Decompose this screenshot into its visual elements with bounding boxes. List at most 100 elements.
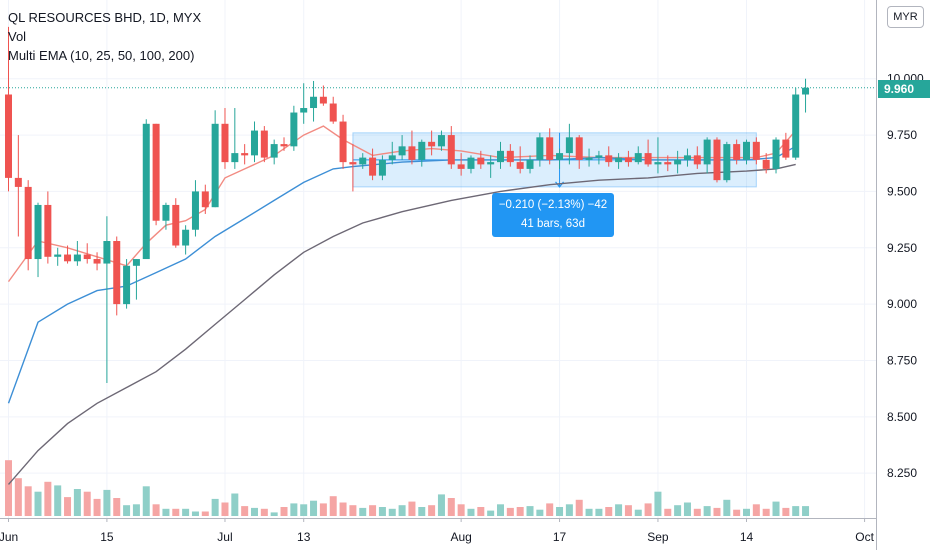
candle [575, 135, 583, 169]
candle [260, 126, 268, 163]
candle [447, 126, 455, 169]
volume-bar [73, 489, 81, 516]
candle [752, 137, 760, 165]
candle [34, 202, 42, 278]
volume-bar [359, 507, 367, 516]
candle [103, 216, 111, 384]
volume-bar [251, 507, 258, 516]
candle [664, 155, 672, 172]
volume-bar [418, 507, 426, 516]
candle [477, 150, 485, 169]
candle [172, 198, 180, 248]
candle [349, 144, 357, 192]
volume-bar [201, 511, 209, 516]
volume-bar [408, 501, 416, 516]
volume-bar [123, 505, 131, 516]
volume-bar [339, 502, 347, 516]
x-tick-label: Oct [855, 530, 874, 544]
x-tick-label: Jun [0, 530, 18, 544]
candle [182, 225, 190, 255]
candle [733, 139, 741, 165]
volume-bar [241, 506, 249, 516]
volume-bar [585, 508, 593, 516]
candle [526, 155, 534, 174]
symbol-title[interactable]: QL RESOURCES BHD, 1D, MYX [8, 10, 202, 25]
volume-bar [428, 505, 436, 516]
candle [506, 144, 514, 167]
volume-bar [516, 507, 524, 516]
candle [319, 85, 327, 106]
candle [300, 83, 308, 124]
candle [723, 141, 731, 183]
x-tick-label: 13 [297, 530, 311, 544]
volume-bar [290, 503, 298, 516]
currency-button[interactable]: MYR [887, 6, 924, 28]
candle [536, 132, 544, 167]
candle [467, 155, 475, 174]
volume-bar [369, 505, 377, 516]
x-tick-label: Sep [647, 530, 669, 544]
candle [585, 148, 593, 167]
measure-change-text: −0.210 (−2.13%) −42 [498, 199, 608, 211]
ema-indicator-label[interactable]: Multi EMA (10, 25, 50, 100, 200) [8, 48, 195, 63]
volume-bar [693, 508, 701, 516]
candle [329, 96, 337, 124]
candle [743, 139, 750, 165]
volume-bar [113, 498, 121, 516]
volume-bar [388, 508, 396, 516]
volume-bar [615, 504, 623, 516]
volume-bar [556, 507, 564, 516]
volume-bar [64, 497, 72, 516]
candle [792, 87, 800, 160]
volume-bar [93, 498, 101, 516]
volume-bar [802, 506, 810, 516]
candle [418, 139, 426, 167]
volume-bar [644, 503, 652, 516]
volume-bar [24, 486, 32, 516]
y-tick-label: 8.250 [887, 466, 917, 480]
candle [211, 110, 219, 208]
candle [5, 26, 12, 192]
volume-bar [182, 508, 190, 516]
volume-bar [191, 511, 199, 516]
volume-bar [634, 509, 642, 516]
candle [369, 148, 377, 181]
candle [241, 144, 249, 165]
volume-indicator-label[interactable]: Vol [8, 29, 27, 44]
candle [73, 241, 81, 266]
volume-bar [132, 504, 140, 516]
volume-bar [565, 504, 573, 516]
volume-bar [683, 502, 691, 516]
volume-bar [378, 507, 386, 516]
candle [565, 123, 573, 165]
candle [644, 139, 652, 167]
ema-10-line [7, 125, 797, 283]
volume-bar [54, 485, 62, 516]
candle [654, 137, 662, 174]
volume-bar [506, 507, 514, 516]
candle [398, 135, 406, 160]
candle [359, 153, 367, 169]
candle [14, 135, 22, 237]
candle [251, 121, 258, 163]
candle [615, 153, 623, 169]
volume-bar [260, 508, 268, 516]
volume-bar [5, 460, 12, 516]
candle [123, 259, 131, 309]
volume-bar [664, 508, 672, 516]
candle [437, 130, 445, 151]
candle [497, 141, 504, 169]
volume-bar [34, 491, 42, 516]
y-tick-label: 8.500 [887, 410, 917, 424]
volume-bar [792, 506, 800, 516]
volume-bar [221, 502, 229, 516]
volume-bar [595, 508, 603, 516]
volume-bar [477, 507, 485, 516]
volume-bar [703, 506, 711, 516]
volume-bar [497, 504, 504, 516]
candle [152, 123, 160, 226]
candle [428, 130, 436, 156]
volume-bar [723, 499, 731, 516]
volume-bar [624, 505, 632, 516]
